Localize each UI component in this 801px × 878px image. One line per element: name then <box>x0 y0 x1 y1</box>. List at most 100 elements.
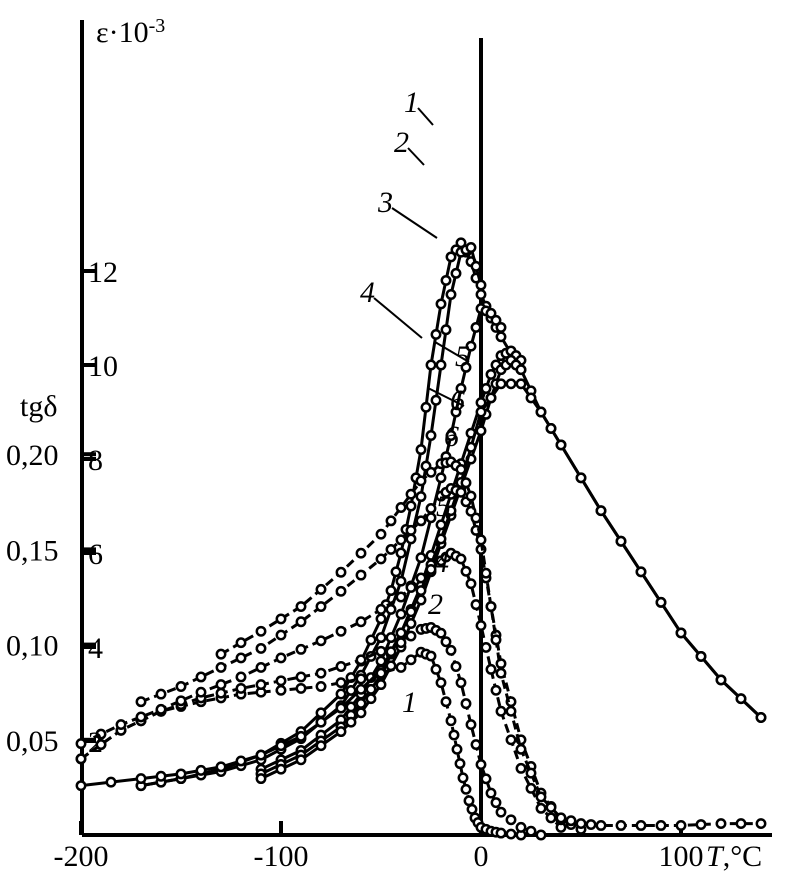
eps-point <box>275 740 287 752</box>
tan-point <box>415 475 427 487</box>
tan-axis-title: tgδ <box>20 390 57 423</box>
tan-point <box>480 567 492 579</box>
tan-point <box>448 729 460 741</box>
eps-point <box>415 444 427 456</box>
eps-point <box>735 693 747 705</box>
tan-point <box>395 637 407 649</box>
tan-point <box>135 696 147 708</box>
tan-point <box>495 806 507 818</box>
eps-point <box>155 770 167 782</box>
eps-point <box>385 646 397 658</box>
tan-point <box>275 629 287 641</box>
eps-point <box>375 632 387 644</box>
eps-curve-label: 6 <box>450 384 465 417</box>
eps-point <box>195 764 207 776</box>
tan-point <box>295 671 307 683</box>
tan-point <box>525 825 537 837</box>
tan-point <box>315 601 327 612</box>
eps-point <box>755 712 767 723</box>
tan-point <box>525 767 537 779</box>
eps-tick-label: 2 <box>88 726 103 759</box>
eps-point <box>355 683 367 695</box>
eps-point <box>555 439 567 451</box>
eps-point <box>420 401 432 413</box>
eps-point <box>445 251 457 263</box>
eps-point <box>395 547 407 559</box>
eps-point <box>175 768 187 780</box>
tan-point <box>75 738 87 750</box>
eps-point <box>480 383 492 394</box>
eps-point <box>490 314 502 326</box>
tan-point <box>295 601 307 612</box>
tan-point <box>315 583 327 595</box>
eps-point <box>475 425 487 437</box>
eps-point <box>425 359 437 371</box>
eps-point <box>385 603 397 615</box>
tan-point <box>415 515 427 527</box>
eps-label-leader <box>373 297 423 339</box>
eps-point <box>75 780 87 792</box>
tan-point <box>375 667 387 679</box>
tan-point <box>75 753 87 765</box>
tan-point <box>455 553 467 565</box>
tan-point <box>490 797 502 809</box>
eps-point <box>375 679 387 691</box>
tan-point <box>155 688 167 700</box>
tan-point <box>565 815 577 827</box>
tan-point <box>405 630 417 642</box>
tan-point <box>275 675 287 687</box>
tan-point <box>405 488 417 500</box>
tan-point <box>490 634 502 646</box>
eps-point <box>315 740 327 752</box>
tan-point <box>457 772 469 784</box>
tan-point <box>395 502 407 513</box>
eps-point <box>435 533 447 545</box>
eps-point <box>455 383 467 394</box>
tan-point <box>335 661 347 672</box>
axes <box>79 20 772 837</box>
tan-point <box>735 818 747 830</box>
tan-point <box>495 827 507 839</box>
eps-axis-title: ε·10-3 <box>96 15 165 49</box>
tan-point <box>675 820 687 831</box>
tan-point <box>455 463 467 475</box>
tan-point <box>495 705 507 717</box>
eps-point <box>395 627 407 639</box>
tan-point <box>460 565 472 577</box>
tan-point <box>454 758 466 770</box>
tan-point <box>135 711 147 723</box>
eps-point <box>385 632 397 644</box>
tan-point <box>480 642 492 653</box>
eps-point <box>235 755 247 767</box>
tan-point <box>315 681 327 692</box>
eps-tick-label: 6 <box>88 538 103 571</box>
eps-point <box>215 761 227 773</box>
tan-point <box>355 547 367 559</box>
tan-point <box>515 762 527 774</box>
eps-curve-label: 1 <box>404 86 419 119</box>
eps-point <box>415 491 427 503</box>
tan-point <box>275 652 287 664</box>
tan-point <box>395 534 407 546</box>
eps-point <box>135 773 147 785</box>
eps-point <box>505 378 517 390</box>
tan-point <box>465 578 477 590</box>
tan-point <box>375 603 387 615</box>
tan-curve-label: 5 <box>436 490 451 523</box>
tan-point <box>435 627 447 639</box>
tan-point <box>445 715 457 727</box>
tan-point <box>515 743 527 755</box>
eps-tick-label: 8 <box>88 444 103 477</box>
eps-point <box>275 763 287 775</box>
tan-point <box>235 671 247 683</box>
tan-point <box>395 661 407 673</box>
eps-label-leader <box>417 107 434 126</box>
tan-point <box>295 643 307 655</box>
tan-point <box>755 818 767 830</box>
eps-point <box>635 566 647 578</box>
eps-point <box>485 368 497 380</box>
tan-point <box>470 512 482 524</box>
eps-point <box>355 707 367 719</box>
eps-label-leader <box>434 341 470 363</box>
